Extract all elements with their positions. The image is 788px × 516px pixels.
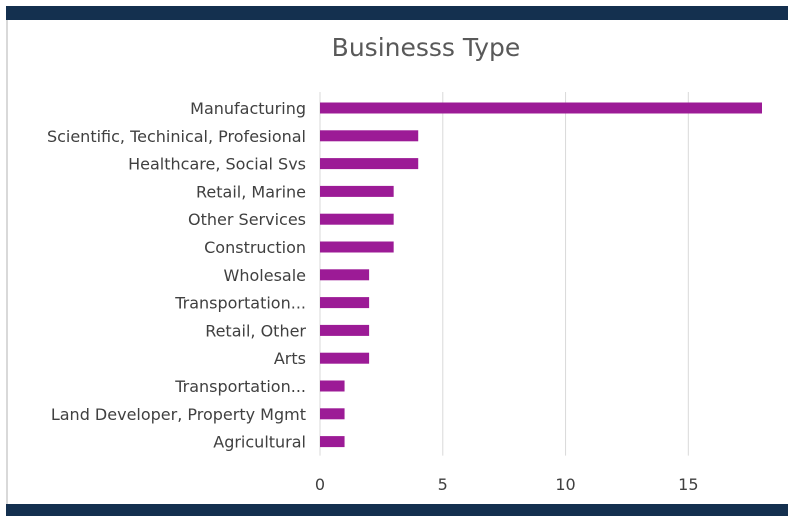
bar-1 (320, 102, 762, 114)
category-label-2: Scientific, Techinical, Profesional (47, 127, 306, 146)
x-tick-label-10: 10 (555, 475, 575, 494)
category-label-1: Manufacturing (190, 99, 306, 118)
chart-frame: Businesss Type Manufacturing Scientific, T… (6, 20, 786, 504)
bar-5 (320, 213, 394, 225)
x-tick-label-15: 15 (678, 475, 698, 494)
top-banner (0, 0, 788, 20)
bar-chart: Businesss Type Manufacturing Scientific, T… (47, 33, 762, 494)
x-tick-label-0: 0 (315, 475, 325, 494)
x-tick-label-5: 5 (438, 475, 448, 494)
category-label-10: Arts (274, 349, 306, 368)
category-label-11: Transportation... (174, 377, 306, 396)
category-label-12: Land Developer, Property Mgmt (51, 405, 306, 424)
bar-2 (320, 130, 419, 142)
bar-12 (320, 408, 345, 420)
bar-9 (320, 324, 370, 336)
category-label-5: Other Services (188, 210, 306, 229)
bottom-banner-stripe (6, 504, 788, 516)
bar-11 (320, 380, 345, 392)
category-label-6: Construction (204, 238, 306, 257)
category-label-9: Retail, Other (205, 321, 306, 340)
bar-7 (320, 269, 370, 281)
chart-title: Businesss Type (332, 33, 521, 62)
top-banner-stripe (6, 6, 788, 20)
category-label-8: Transportation... (174, 294, 306, 313)
bar-6 (320, 241, 394, 253)
category-label-3: Healthcare, Social Svs (128, 155, 306, 174)
bar-3 (320, 158, 419, 170)
bar-13 (320, 436, 345, 448)
category-label-7: Wholesale (224, 266, 306, 285)
bar-4 (320, 185, 394, 197)
category-label-4: Retail, Marine (196, 182, 306, 201)
bar-10 (320, 352, 370, 364)
bar-8 (320, 297, 370, 309)
category-label-13: Agricultural (213, 433, 306, 452)
